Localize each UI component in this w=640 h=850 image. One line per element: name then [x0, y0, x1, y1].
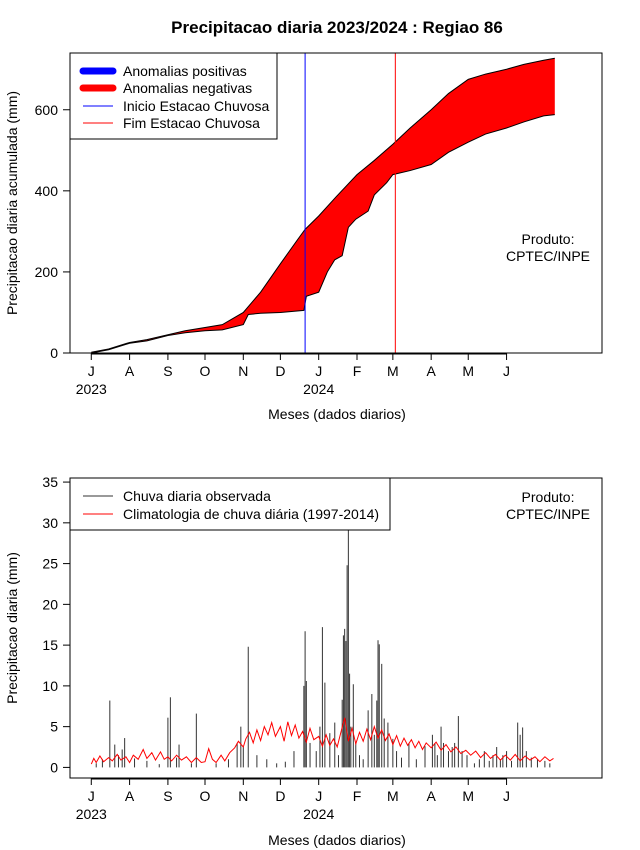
- bottom-y-tick-label: 10: [42, 678, 58, 694]
- top-x-tick-label: D: [275, 363, 285, 379]
- bottom-x-tick-label: M: [462, 788, 474, 804]
- bottom-y-tick-label: 30: [42, 515, 58, 531]
- top-x-tick-label: N: [238, 363, 248, 379]
- bottom-y-axis-label: Precipitacao diaria (mm): [4, 552, 20, 704]
- negative-anomaly-area: [91, 58, 555, 354]
- bottom-x-tick-label: F: [353, 788, 362, 804]
- bottom-x-axis: J A S O N D J F M A M J 2023 2024: [76, 778, 510, 822]
- top-product-source: CPTEC/INPE: [506, 248, 590, 264]
- top-x-tick-label: A: [426, 363, 436, 379]
- daily-precipitation-chart: 0 5 10 15 20 25 30 35 J A S O N D J F M A M J 2023 2024 Mese…: [4, 474, 603, 848]
- bottom-x-tick-label: S: [163, 788, 172, 804]
- top-x-tick-label: A: [125, 363, 135, 379]
- cumulative-plot-area: [91, 53, 555, 354]
- top-x-axis: J A S O N D J F M A M J 2023 2024: [76, 353, 510, 397]
- top-legend: Anomalias positivas Anomalias negativas …: [69, 52, 278, 140]
- top-y-axis: 0 200 400 600: [35, 102, 71, 361]
- top-x-tick-label: F: [353, 363, 362, 379]
- top-product-label: Produto:: [522, 231, 575, 247]
- top-legend-box: [69, 52, 278, 140]
- bottom-y-tick-label: 20: [42, 596, 58, 612]
- bottom-y-tick-label: 25: [42, 556, 58, 572]
- climatology-daily-line: [90, 717, 554, 765]
- bottom-legend-box: [69, 477, 391, 531]
- bottom-year-label: 2023: [76, 806, 107, 822]
- bottom-product-label: Produto:: [522, 489, 575, 505]
- top-y-tick-label: 200: [35, 264, 59, 280]
- legend-label-season-end: Fim Estacao Chuvosa: [123, 115, 260, 131]
- bottom-x-tick-label: A: [125, 788, 135, 804]
- bottom-y-tick-label: 5: [50, 719, 58, 735]
- bottom-y-tick-label: 0: [50, 759, 58, 775]
- bottom-x-tick-label: D: [275, 788, 285, 804]
- top-x-tick-label: S: [163, 363, 172, 379]
- top-x-tick-label: M: [387, 363, 399, 379]
- top-x-axis-label: Meses (dados diarios): [268, 406, 406, 422]
- legend-label-positive: Anomalias positivas: [123, 63, 247, 79]
- bottom-x-tick-label: J: [315, 788, 322, 804]
- observed-accumulated-line: [91, 114, 555, 354]
- climatology-accumulated-line: [91, 57, 555, 353]
- bottom-x-tick-label: M: [387, 788, 399, 804]
- top-year-label: 2024: [303, 381, 334, 397]
- bottom-x-axis-label: Meses (dados diarios): [268, 832, 406, 848]
- daily-plot-area: [90, 480, 554, 768]
- chart-title: Precipitacao diaria 2023/2024 : Regiao 8…: [171, 18, 503, 37]
- top-x-tick-label: O: [200, 363, 211, 379]
- bottom-y-tick-label: 15: [42, 637, 58, 653]
- bottom-x-tick-label: J: [503, 788, 510, 804]
- bottom-legend: Chuva diaria observada Climatologia de c…: [69, 477, 391, 531]
- legend-label-climatology: Climatologia de chuva diária (1997-2014): [123, 506, 379, 522]
- legend-label-negative: Anomalias negativas: [123, 80, 252, 96]
- bottom-y-tick-label: 35: [42, 474, 58, 490]
- cumulative-precipitation-chart: Precipitacao diaria 2023/2024 : Regiao 8…: [4, 18, 603, 422]
- bottom-x-tick-label: A: [426, 788, 436, 804]
- legend-label-season-start: Inicio Estacao Chuvosa: [123, 98, 270, 114]
- legend-label-observed: Chuva diaria observada: [123, 488, 271, 504]
- top-x-tick-label: J: [503, 363, 510, 379]
- top-x-tick-label: M: [462, 363, 474, 379]
- top-year-label: 2023: [76, 381, 107, 397]
- bottom-year-label: 2024: [303, 806, 334, 822]
- bottom-product-source: CPTEC/INPE: [506, 506, 590, 522]
- bottom-x-tick-label: N: [238, 788, 248, 804]
- top-y-tick-label: 0: [50, 345, 58, 361]
- top-x-tick-label: J: [315, 363, 322, 379]
- bottom-x-tick-label: O: [200, 788, 211, 804]
- top-y-tick-label: 600: [35, 102, 59, 118]
- bottom-x-tick-label: J: [88, 788, 95, 804]
- top-y-tick-label: 400: [35, 183, 59, 199]
- bottom-y-axis: 0 5 10 15 20 25 30 35: [42, 474, 71, 775]
- top-x-tick-label: J: [88, 363, 95, 379]
- top-y-axis-label: Precipitacao diaria acumulada (mm): [4, 91, 20, 315]
